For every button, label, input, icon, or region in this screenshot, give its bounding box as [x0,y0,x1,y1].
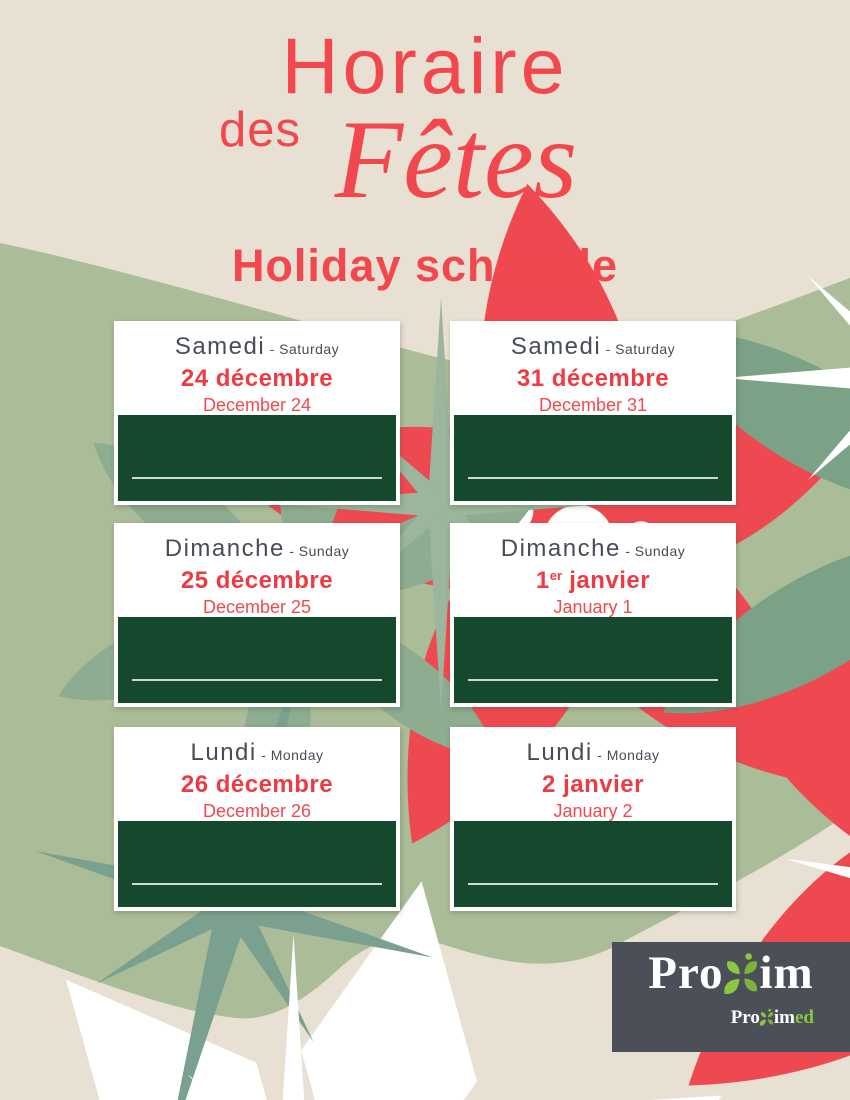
schedule-card-jan1: Dimanche - Sunday 1er janvier January 1 [450,523,736,707]
title-fetes-script: Fêtes [334,98,578,222]
poster-header: Horaire des Fêtes Holiday schedule [0,0,850,310]
card-date-fr: 25 décembre [180,567,334,594]
card-day: Dimanche - Sunday [164,535,350,562]
title-horaire: Horaire [281,21,569,110]
schedule-card-jan2: Lundi - Monday 2 janvier January 2 [450,727,736,911]
hours-write-line [132,477,382,479]
card-day: Lundi - Monday [526,739,660,766]
title-des: des [219,103,302,157]
title-holiday-schedule: Holiday schedule [231,240,619,291]
card-day: Samedi - Saturday [510,333,676,360]
card-date-en: December 25 [202,597,312,617]
card-date-fr: 1er janvier [535,567,651,594]
hours-write-line [468,679,718,681]
hours-write-line [468,883,718,885]
hours-chalkboard [454,617,732,703]
proxim-petal-x-icon [723,953,757,995]
card-date-en: January 2 [553,801,633,821]
card-date-fr: 26 décembre [180,771,334,798]
hours-chalkboard [118,821,396,907]
card-date-en: December 24 [202,395,312,415]
card-date-fr: 24 décembre [180,365,334,392]
hours-write-line [132,679,382,681]
proxim-logo: Pro im [648,947,814,999]
hours-write-line [132,883,382,885]
hours-write-line [468,477,718,479]
card-day: Samedi - Saturday [174,333,340,360]
card-date-fr: 31 décembre [516,365,670,392]
schedule-card-dec25: Dimanche - Sunday 25 décembre December 2… [114,523,400,707]
hours-chalkboard [118,415,396,501]
hours-chalkboard [118,617,396,703]
proximed-logo: Pro imed [730,1007,814,1028]
schedule-card-dec26: Lundi - Monday 26 décembre December 26 [114,727,400,911]
schedule-card-dec31: Samedi - Saturday 31 décembre December 3… [450,321,736,505]
schedule-card-dec24: Samedi - Saturday 24 décembre December 2… [114,321,400,505]
hours-chalkboard [454,821,732,907]
card-date-fr: 2 janvier [542,771,644,798]
card-date-en: January 1 [553,597,633,617]
card-date-en: December 26 [202,801,312,821]
card-date-en: December 31 [538,395,648,415]
proxim-logo-box: Pro im Pro imed [612,942,850,1052]
hours-chalkboard [454,415,732,501]
card-day: Lundi - Monday [190,739,324,766]
card-day: Dimanche - Sunday [500,535,686,562]
proxim-petal-x-icon [759,1008,774,1026]
